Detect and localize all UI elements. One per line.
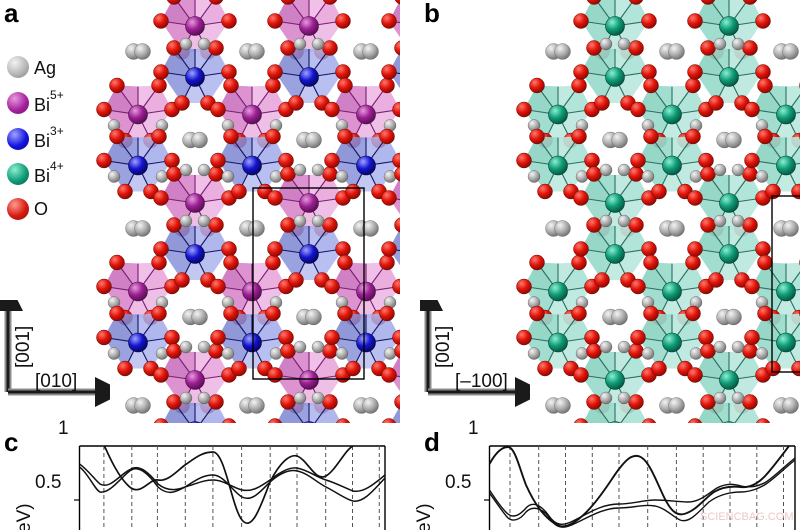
- svg-text:[–100]: [–100]: [455, 371, 508, 392]
- svg-text:1: 1: [468, 420, 479, 439]
- svg-text:[010]: [010]: [35, 371, 77, 392]
- svg-text:SCIENCBAG.COM: SCIENCBAG.COM: [700, 511, 794, 523]
- svg-text:0.5: 0.5: [35, 472, 61, 493]
- svg-text:0.5: 0.5: [445, 472, 471, 493]
- svg-text:1: 1: [58, 420, 69, 439]
